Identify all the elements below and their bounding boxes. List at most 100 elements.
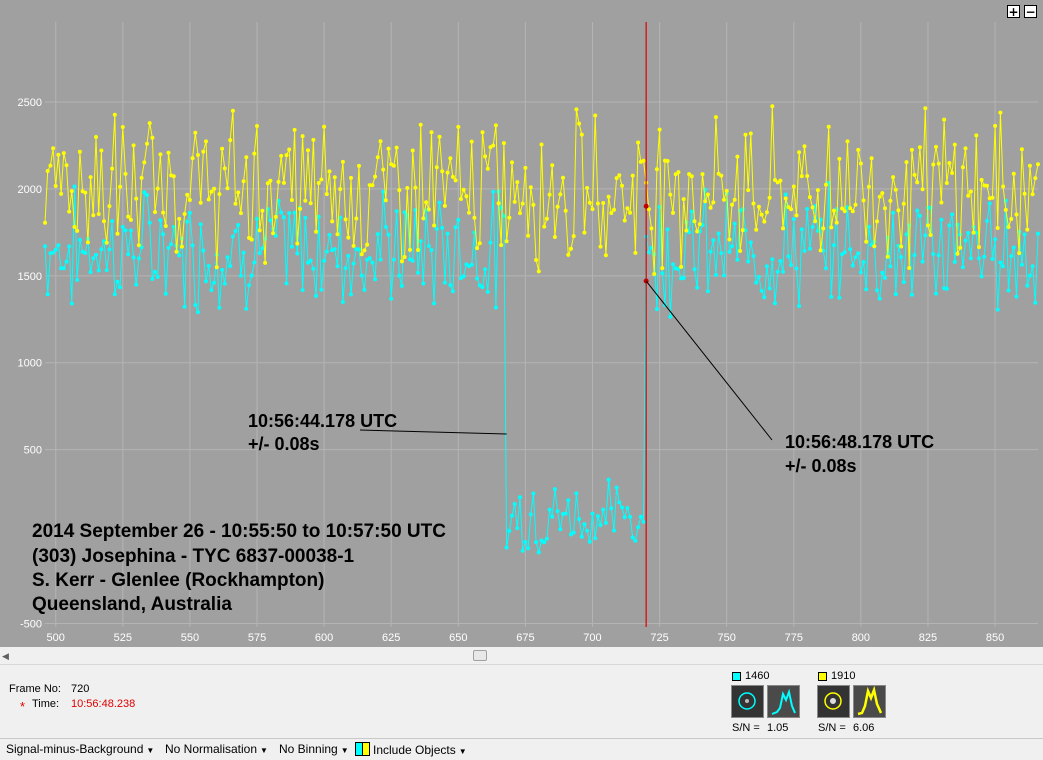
series-2-point <box>891 175 896 180</box>
series-1-point <box>300 288 305 292</box>
series-2-point <box>429 130 434 135</box>
object2-psf-icon <box>857 685 883 716</box>
include-objects-dropdown[interactable]: Include Objects ▼ <box>355 742 467 757</box>
signal-mode-dropdown[interactable]: Signal-minus-Background ▼ <box>6 742 154 756</box>
series-1-point <box>75 278 80 282</box>
object2-psf-thumbnail[interactable] <box>853 685 886 718</box>
series-2-point <box>504 239 509 244</box>
zoom-out-button[interactable]: − <box>1024 5 1037 19</box>
series-2-point <box>343 217 348 222</box>
series-1-point <box>115 279 120 284</box>
series-1-point <box>558 527 563 532</box>
series-2-point <box>574 107 579 112</box>
series-2-point <box>308 201 313 206</box>
horizontal-scrollbar[interactable]: ◀ <box>0 648 1043 665</box>
series-2-point <box>636 140 641 145</box>
object2-star-thumbnail[interactable] <box>817 685 850 718</box>
series-1-point <box>257 251 262 256</box>
series-2-point <box>370 183 375 188</box>
series-2-point <box>582 230 587 235</box>
series-2-point <box>1003 207 1008 212</box>
series-1-point <box>950 212 955 217</box>
series-2-point <box>163 224 168 228</box>
series-1-point <box>671 262 675 267</box>
y-tick-label: 1000 <box>18 358 42 370</box>
series-2-point <box>271 231 276 236</box>
series-1-point <box>695 285 700 290</box>
series-2-point <box>142 160 147 165</box>
series-2-point <box>351 243 356 248</box>
zoom-in-button[interactable]: + <box>1007 5 1020 19</box>
series-2-point <box>475 246 480 251</box>
series-2-point <box>214 265 219 270</box>
series-2-point <box>1033 176 1038 181</box>
series-2-point <box>821 226 826 231</box>
series-2-point <box>697 222 702 227</box>
include-object1-swatch-icon <box>355 742 363 756</box>
object1-sn-label: S/N = <box>732 722 760 734</box>
series-2-point <box>877 194 882 199</box>
normalisation-dropdown[interactable]: No Normalisation ▼ <box>165 742 268 756</box>
series-1-point <box>636 525 641 530</box>
include-objects-label: Include Objects <box>373 743 456 757</box>
series-1-point <box>934 291 938 296</box>
x-tick-label: 825 <box>919 632 937 644</box>
series-1-point <box>488 240 493 245</box>
series-1-point <box>764 264 769 269</box>
series-2-point <box>520 201 525 206</box>
series-2-point <box>713 115 718 120</box>
series-2-point <box>783 196 788 201</box>
series-2-point <box>893 187 898 192</box>
series-1-point <box>877 296 882 301</box>
series-1-point <box>837 295 842 300</box>
time-value: 10:56:48.238 <box>71 698 136 710</box>
series-1-point <box>587 539 592 544</box>
object1-color-swatch[interactable] <box>732 672 741 681</box>
series-2-point <box>314 229 319 234</box>
series-2-point <box>115 231 120 236</box>
series-2-point <box>657 127 662 132</box>
series-1-point <box>756 274 761 279</box>
series-2-point <box>85 240 90 245</box>
series-2-point <box>91 213 96 218</box>
series-1-point <box>850 263 855 268</box>
series-1-point <box>437 200 442 205</box>
object1-sn-value: 1.05 <box>767 722 789 734</box>
series-2-point <box>354 216 359 221</box>
series-1-point <box>622 515 627 520</box>
scroll-left-arrow-icon[interactable]: ◀ <box>2 651 9 661</box>
object1-star-thumbnail[interactable] <box>731 685 764 718</box>
scroll-thumb[interactable] <box>473 650 487 661</box>
object1-psf-thumbnail[interactable] <box>767 685 800 718</box>
series-2-point <box>952 142 957 147</box>
series-2-point <box>255 124 259 128</box>
annotation-reappear-error: +/- 0.08s <box>785 456 857 476</box>
series-1-point <box>542 540 547 545</box>
series-1-point <box>410 258 415 263</box>
series-2-point <box>61 151 66 156</box>
series-1-point <box>260 246 265 251</box>
series-2-point <box>496 201 501 206</box>
series-2-point <box>405 186 410 190</box>
series-2-point <box>485 166 490 171</box>
series-1-point <box>807 246 812 251</box>
series-1-point <box>281 215 286 220</box>
light-curve-chart[interactable]: -500 500 1000 1500 2000 2500 500 525 550 575 600 6… <box>0 0 1043 647</box>
series-2-point <box>1027 163 1032 168</box>
signal-mode-label: Signal-minus-Background <box>6 742 144 756</box>
series-2-point <box>316 181 321 185</box>
series-2-point <box>654 167 659 172</box>
binning-dropdown[interactable]: No Binning ▼ <box>279 742 349 756</box>
normalisation-label: No Normalisation <box>165 742 258 756</box>
series-2-point <box>402 255 407 259</box>
series-1-point <box>985 219 989 223</box>
series-1-point <box>620 505 624 510</box>
series-1-point <box>665 227 670 232</box>
series-1-point <box>1019 262 1024 267</box>
object2-color-swatch[interactable] <box>818 672 827 681</box>
series-1-point <box>153 269 157 274</box>
series-1-point <box>848 247 853 252</box>
series-1-point <box>209 288 214 293</box>
series-2-point <box>212 186 217 191</box>
series-2-point <box>450 174 455 179</box>
